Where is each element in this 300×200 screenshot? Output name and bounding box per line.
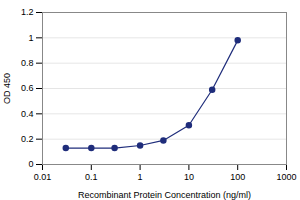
svg-text:0.6: 0.6 xyxy=(21,83,34,93)
svg-text:OD 450: OD 450 xyxy=(2,73,12,104)
svg-text:Recombinant Protein Concentrat: Recombinant Protein Concentration (ng/ml… xyxy=(78,190,251,200)
svg-text:1: 1 xyxy=(28,33,33,43)
svg-text:0.8: 0.8 xyxy=(21,58,34,68)
svg-text:0.01: 0.01 xyxy=(34,172,52,182)
svg-text:0: 0 xyxy=(28,159,33,169)
svg-text:0.1: 0.1 xyxy=(85,172,98,182)
svg-text:1.2: 1.2 xyxy=(21,7,34,17)
svg-text:100: 100 xyxy=(230,172,245,182)
svg-text:10: 10 xyxy=(184,172,194,182)
svg-text:1: 1 xyxy=(138,172,143,182)
svg-text:1000: 1000 xyxy=(276,172,296,182)
svg-text:0.2: 0.2 xyxy=(21,134,34,144)
svg-text:0.4: 0.4 xyxy=(21,109,34,119)
